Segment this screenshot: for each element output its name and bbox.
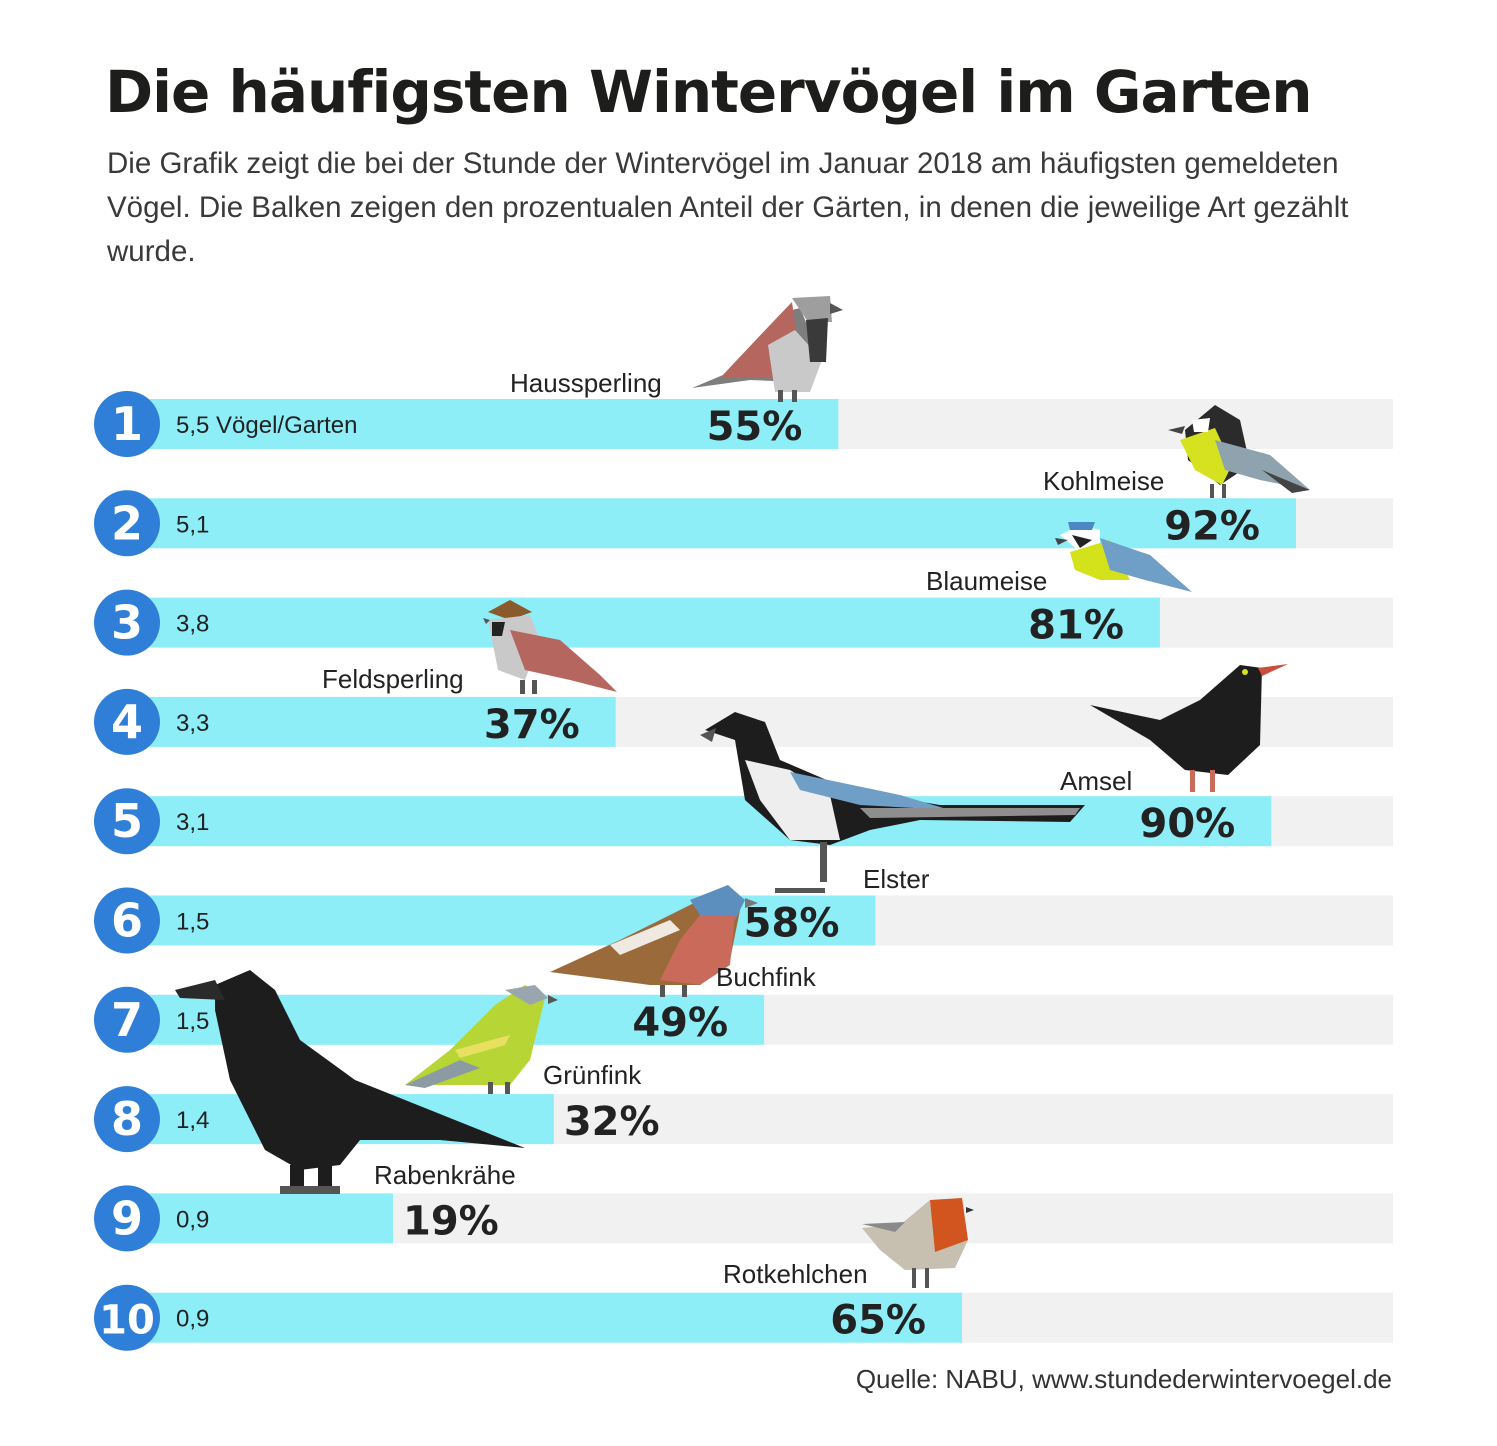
species-label: Rabenkrähe [374,1160,516,1190]
rank-circle [94,490,160,557]
value-label: 49% [632,1000,728,1046]
bar [138,498,1296,549]
species-label: Amsel [1060,766,1132,796]
rank-label: 4 [111,695,143,749]
rank-label: 10 [99,1298,155,1344]
birds-per-garden-label: 5,1 [176,511,209,538]
birds-per-garden-label: 1,5 [176,1008,209,1035]
rank-circle [94,986,160,1053]
house-sparrow-icon [692,296,843,402]
robin-icon [862,1198,974,1288]
rank-label: 6 [111,894,143,948]
value-label: 81% [1028,603,1124,649]
carrion-crow-icon [175,970,525,1194]
bar [138,1193,394,1244]
value-label: 92% [1164,503,1260,549]
bar [138,399,839,449]
value-label: 90% [1140,801,1236,847]
great-tit-icon [1168,405,1310,498]
birds-per-garden-label: 0,9 [176,1206,209,1233]
rank-circle [94,391,160,457]
bird-illustrations [175,296,1310,1288]
rank-circle [94,589,160,656]
rank-label: 5 [111,794,143,848]
rank-label: 2 [111,496,143,550]
rank-circle [94,688,160,755]
species-label: Haussperling [510,368,662,398]
species-label: Grünfink [543,1060,642,1090]
rank-label: 3 [111,596,143,650]
chaffinch-icon [550,885,758,997]
chart-subtitle: Die Grafik zeigt die bei der Stunde der … [107,147,1349,268]
greenfinch-icon [405,985,558,1094]
birds-per-garden-label: 3,8 [176,611,209,638]
value-label: 65% [830,1298,926,1344]
bar [138,1292,963,1343]
chart-title: Die häufigsten Wintervögel im Garten [105,58,1313,126]
tree-sparrow-icon [483,600,617,694]
species-label: Feldsperling [322,664,464,694]
value-label: 58% [744,901,840,947]
rank-circle [94,1185,160,1252]
species-label: Blaumeise [926,566,1047,596]
value-label: 55% [707,404,803,450]
birds-per-garden-label: 1,5 [176,909,209,936]
species-label: Rotkehlchen [723,1259,868,1289]
birds-per-garden-label: 1,4 [176,1107,209,1134]
rank-circle [94,1086,160,1153]
bar [138,597,1160,648]
value-label: 37% [484,702,580,748]
rank-label: 9 [111,1191,143,1245]
bar-rows: 1 5,5 Vögel/Garten 55% Haussperling 2 5,1 92%K… [94,368,1260,1351]
species-label: Kohlmeise [1043,466,1164,496]
value-label: 32% [564,1099,660,1145]
rank-circle [94,1284,160,1351]
magpie-icon [700,712,1085,893]
rank-label: 7 [111,993,143,1047]
birds-per-garden-label: 3,1 [176,809,209,836]
blue-tit-icon [1055,522,1192,592]
birds-per-garden-label: 5,5 Vögel/Garten [176,412,357,439]
species-label: Buchfink [716,962,817,992]
bar [138,696,616,747]
species-label: Elster [863,864,930,894]
rank-circle [94,788,160,855]
source-note: Quelle: NABU, www.stundederwintervoegel.… [855,1364,1392,1394]
rank-label: 1 [111,397,143,451]
value-label: 19% [403,1198,499,1244]
rank-circle [94,887,160,954]
birds-per-garden-label: 0,9 [176,1306,209,1333]
rank-label: 8 [111,1092,143,1146]
blackbird-icon [1090,664,1288,792]
birds-per-garden-label: 3,3 [176,710,209,737]
bar [138,796,1272,847]
